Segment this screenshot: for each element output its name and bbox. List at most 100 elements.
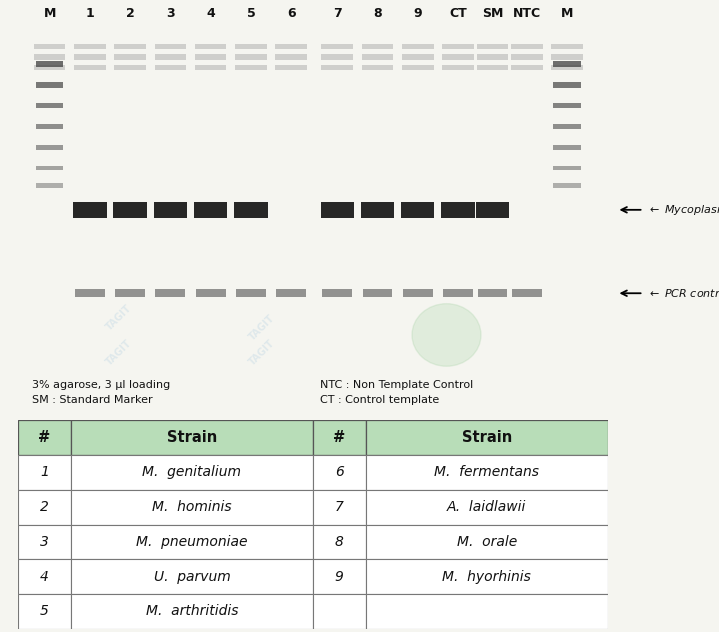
Bar: [403, 289, 433, 297]
Bar: [71, 525, 313, 559]
Bar: [362, 44, 393, 49]
Bar: [18, 594, 71, 629]
Bar: [366, 559, 608, 594]
Bar: [194, 202, 227, 217]
Text: 3: 3: [166, 7, 175, 20]
Text: $\leftarrow$ $\it{PCR}$ $\it{control}$: $\leftarrow$ $\it{PCR}$ $\it{control}$: [647, 288, 719, 299]
Bar: [195, 44, 226, 49]
Text: M.  orale: M. orale: [457, 535, 517, 549]
Text: A.  laidlawii: A. laidlawii: [447, 500, 526, 514]
Bar: [36, 124, 63, 129]
Bar: [313, 525, 366, 559]
Text: CT: CT: [449, 7, 467, 20]
Ellipse shape: [412, 304, 481, 367]
Bar: [366, 594, 608, 629]
Text: 2: 2: [40, 500, 49, 514]
Text: M.  genitalium: M. genitalium: [142, 465, 242, 480]
Bar: [34, 54, 65, 59]
Bar: [554, 183, 581, 188]
Bar: [362, 64, 393, 70]
Bar: [235, 44, 267, 49]
Bar: [114, 202, 147, 217]
Bar: [554, 145, 581, 150]
Text: 8: 8: [335, 535, 344, 549]
Bar: [275, 44, 307, 49]
Bar: [313, 455, 366, 490]
Bar: [18, 420, 71, 455]
Bar: [36, 145, 63, 150]
Bar: [362, 54, 393, 59]
Text: M.  hyorhinis: M. hyorhinis: [442, 569, 531, 584]
Text: 3: 3: [40, 535, 49, 549]
Bar: [321, 44, 353, 49]
Bar: [366, 455, 608, 490]
Bar: [554, 82, 581, 88]
Bar: [195, 64, 226, 70]
Bar: [34, 44, 65, 49]
Text: 9: 9: [335, 569, 344, 584]
Bar: [441, 202, 475, 217]
Bar: [155, 54, 186, 59]
Text: #: #: [38, 430, 50, 445]
Bar: [366, 490, 608, 525]
Bar: [155, 289, 186, 297]
Text: 1: 1: [86, 7, 94, 20]
Bar: [554, 124, 581, 129]
Text: 8: 8: [373, 7, 382, 20]
Bar: [554, 166, 581, 171]
Text: Strain: Strain: [462, 430, 512, 445]
Text: 1: 1: [40, 465, 49, 480]
Bar: [276, 289, 306, 297]
Bar: [275, 64, 307, 70]
Bar: [74, 64, 106, 70]
Text: 4: 4: [40, 569, 49, 584]
Bar: [442, 64, 474, 70]
Text: NTC : Non Template Control
CT : Control template: NTC : Non Template Control CT : Control …: [320, 380, 473, 404]
Bar: [321, 54, 353, 59]
Bar: [511, 64, 543, 70]
Bar: [362, 289, 393, 297]
Bar: [155, 44, 186, 49]
Bar: [554, 61, 581, 67]
Bar: [18, 559, 71, 594]
Bar: [443, 289, 473, 297]
Text: SM: SM: [482, 7, 503, 20]
Text: 3% agarose, 3 μl loading
SM : Standard Marker: 3% agarose, 3 μl loading SM : Standard M…: [32, 380, 170, 404]
Text: M.  fermentans: M. fermentans: [434, 465, 539, 480]
Bar: [74, 44, 106, 49]
Text: 9: 9: [413, 7, 422, 20]
Text: $\leftarrow$ $\it{Mycoplasma}$: $\leftarrow$ $\it{Mycoplasma}$: [647, 203, 719, 217]
Bar: [71, 559, 313, 594]
Bar: [236, 289, 266, 297]
Bar: [361, 202, 394, 217]
Bar: [71, 420, 313, 455]
Bar: [551, 44, 583, 49]
Bar: [313, 594, 366, 629]
Bar: [155, 64, 186, 70]
Bar: [36, 103, 63, 108]
Bar: [34, 64, 65, 70]
Bar: [442, 44, 474, 49]
Bar: [313, 559, 366, 594]
Text: Strain: Strain: [167, 430, 217, 445]
Bar: [321, 202, 354, 217]
Bar: [195, 54, 226, 59]
Bar: [18, 490, 71, 525]
Bar: [313, 420, 366, 455]
Bar: [554, 103, 581, 108]
Bar: [402, 54, 434, 59]
Bar: [477, 64, 508, 70]
Bar: [74, 54, 106, 59]
Text: 6: 6: [287, 7, 296, 20]
Text: 7: 7: [335, 500, 344, 514]
Text: 5: 5: [247, 7, 255, 20]
Bar: [18, 525, 71, 559]
Text: TAGIT: TAGIT: [247, 337, 278, 367]
Bar: [71, 490, 313, 525]
Text: TAGIT: TAGIT: [104, 303, 134, 332]
Bar: [402, 64, 434, 70]
Bar: [321, 64, 353, 70]
Bar: [114, 64, 146, 70]
Bar: [71, 455, 313, 490]
Bar: [114, 54, 146, 59]
